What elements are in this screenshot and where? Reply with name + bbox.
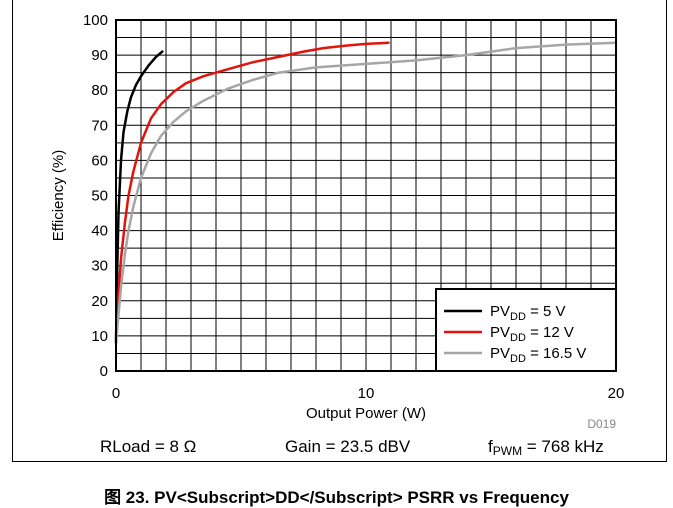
series-line-1 (114, 50, 164, 345)
y-tick-label: 50 (91, 188, 108, 205)
fpwm-rest: = 768 kHz (522, 437, 604, 456)
legend-label-1: PVDD = 5 V (490, 303, 566, 323)
fpwm-condition: fPWM = 768 kHz (488, 437, 604, 458)
y-tick-label: 30 (91, 258, 108, 275)
y-tick-label: 20 (91, 293, 108, 310)
figure-code: D019 (587, 417, 616, 430)
legend-label-3: PVDD = 16.5 V (490, 345, 586, 365)
y-tick-label: 90 (91, 47, 108, 64)
y-tick-label: 40 (91, 223, 108, 240)
series-lines (114, 41, 618, 345)
plot-area-border (115, 19, 617, 372)
gain-condition: Gain = 23.5 dBV (285, 437, 411, 456)
rload-condition: RLoad = 8 Ω (100, 437, 197, 456)
legend-label-2: PVDD = 12 V (490, 324, 574, 344)
fpwm-main: f (488, 437, 493, 456)
y-tick-label: 70 (91, 117, 108, 134)
y-axis-label: Efficiency (%) (50, 150, 67, 241)
x-tick-label: 10 (358, 385, 375, 402)
y-tick-label: 60 (91, 152, 108, 169)
figure-caption: 图 23. PV<Subscript>DD</Subscript> PSRR v… (104, 488, 569, 507)
legend-box (435, 288, 617, 372)
y-tick-label: 80 (91, 82, 108, 99)
tick-labels: 0 10 20 30 40 50 60 70 80 90 100 0 10 20 (83, 12, 624, 402)
series-line-2 (114, 41, 390, 338)
x-tick-label: 20 (608, 385, 625, 402)
efficiency-chart: 0 10 20 30 40 50 60 70 80 90 100 0 10 20 Output Power… (50, 12, 624, 430)
y-tick-label: 10 (91, 328, 108, 345)
y-tick-label: 0 (100, 363, 108, 380)
y-tick-label: 100 (83, 12, 108, 29)
x-tick-label: 0 (112, 385, 120, 402)
x-axis-label: Output Power (W) (306, 405, 426, 422)
series-line-3 (114, 41, 618, 345)
figure-frame (12, 0, 667, 462)
fpwm-sub: PWM (492, 444, 523, 458)
